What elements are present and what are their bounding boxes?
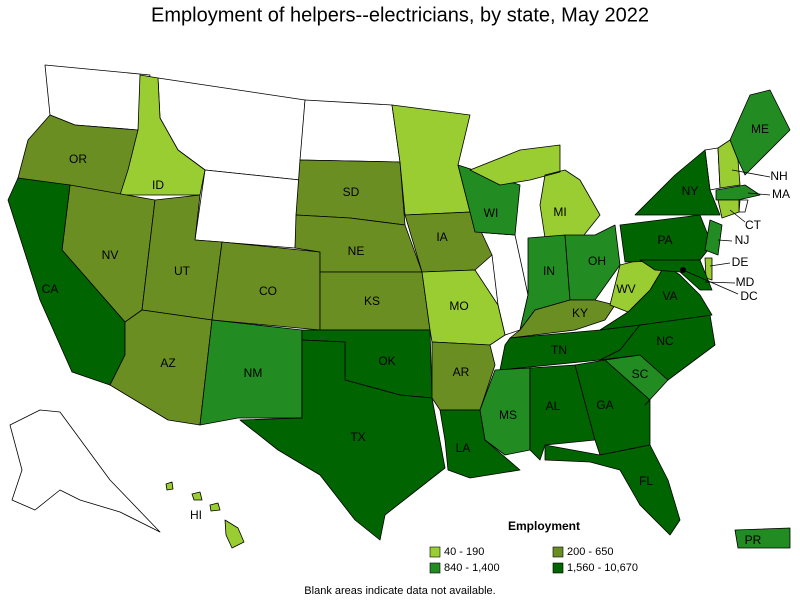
leader-line bbox=[747, 192, 771, 196]
state-label: ID bbox=[152, 178, 164, 192]
state bbox=[639, 259, 713, 291]
state-label: OK bbox=[378, 354, 395, 368]
state-label: MD bbox=[736, 275, 755, 289]
state-label: CA bbox=[42, 282, 59, 296]
footnote: Blank areas indicate data not available. bbox=[304, 585, 495, 597]
state-label: KY bbox=[572, 306, 588, 320]
state-label: NH bbox=[770, 169, 787, 183]
state bbox=[717, 139, 741, 189]
state-label: MI bbox=[553, 205, 566, 219]
state-blank bbox=[194, 169, 301, 249]
state-label: CT bbox=[745, 218, 762, 232]
state-label: WI bbox=[484, 206, 499, 220]
state-label: NV bbox=[102, 248, 119, 262]
legend-swatch bbox=[552, 546, 564, 558]
state-label: GA bbox=[596, 398, 613, 412]
state bbox=[634, 149, 721, 216]
legend-swatch bbox=[552, 562, 564, 574]
state-label: DC bbox=[740, 289, 758, 303]
state-label: MO bbox=[449, 299, 468, 313]
legend-title: Employment bbox=[508, 519, 580, 533]
state bbox=[599, 314, 716, 381]
state-label: OH bbox=[588, 254, 606, 268]
state-label: HI bbox=[190, 508, 202, 522]
state bbox=[734, 527, 791, 549]
legend-swatch bbox=[429, 546, 441, 558]
state bbox=[239, 339, 446, 541]
state-label: MS bbox=[499, 408, 517, 422]
legend-label: 1,560 - 10,670 bbox=[567, 562, 638, 574]
map-title: Employment of helpers--electricians, by … bbox=[151, 4, 649, 26]
state-label: IN bbox=[543, 264, 555, 278]
state-label: KS bbox=[364, 294, 380, 308]
state-blank bbox=[9, 409, 161, 533]
state-label: WV bbox=[616, 282, 635, 296]
state bbox=[199, 319, 303, 426]
state-label: NY bbox=[682, 184, 699, 198]
legend-label: 200 - 650 bbox=[567, 546, 613, 558]
state bbox=[421, 269, 506, 346]
state-label: UT bbox=[174, 264, 191, 278]
state-label: DE bbox=[732, 255, 749, 269]
state-label: SC bbox=[632, 367, 649, 381]
state-label: IA bbox=[436, 230, 447, 244]
leader-line bbox=[709, 262, 731, 267]
state-label: NJ bbox=[735, 233, 750, 247]
state bbox=[119, 74, 206, 196]
state bbox=[715, 184, 761, 201]
state-label: OR bbox=[69, 152, 87, 166]
state bbox=[404, 211, 493, 273]
legend-swatch bbox=[429, 562, 441, 574]
leader-line bbox=[717, 239, 733, 242]
state-label: FL bbox=[639, 474, 653, 488]
state bbox=[717, 199, 740, 219]
state-label: NC bbox=[656, 334, 674, 348]
state-label: ME bbox=[751, 122, 769, 136]
state-label: TN bbox=[551, 343, 567, 357]
state-blank bbox=[474, 231, 529, 336]
state bbox=[165, 481, 245, 549]
state-label: NM bbox=[244, 366, 263, 380]
legend-label: 40 - 190 bbox=[444, 546, 484, 558]
state bbox=[469, 144, 601, 241]
state bbox=[391, 104, 471, 216]
state-label: PA bbox=[657, 233, 672, 247]
state-label: MA bbox=[772, 187, 790, 201]
state bbox=[704, 257, 713, 281]
state-label: PR bbox=[745, 533, 762, 547]
state-blank bbox=[738, 199, 749, 213]
leader-line bbox=[731, 169, 771, 178]
state-label: NE bbox=[348, 244, 365, 258]
leader-line bbox=[729, 209, 746, 223]
state bbox=[619, 214, 713, 263]
leader-line bbox=[682, 269, 739, 295]
state-label: AL bbox=[546, 399, 561, 413]
state-blank bbox=[299, 99, 401, 163]
state-label: AZ bbox=[160, 356, 175, 370]
states: ORIDNVCAUTAZCONMSDNEKSOKTXMNIAMOARLAWIMI… bbox=[7, 74, 791, 549]
state-label: SD bbox=[343, 185, 360, 199]
state-label: CO bbox=[259, 284, 277, 298]
state-label: AR bbox=[453, 365, 470, 379]
state bbox=[544, 444, 681, 536]
state bbox=[704, 219, 723, 256]
state-label: VA bbox=[662, 289, 677, 303]
legend-label: 840 - 1,400 bbox=[444, 562, 500, 574]
legend: Employment 40 - 190 200 - 650 840 - 1,400 1… bbox=[429, 519, 638, 574]
state-label: LA bbox=[456, 441, 471, 455]
state-label: TX bbox=[350, 430, 365, 444]
